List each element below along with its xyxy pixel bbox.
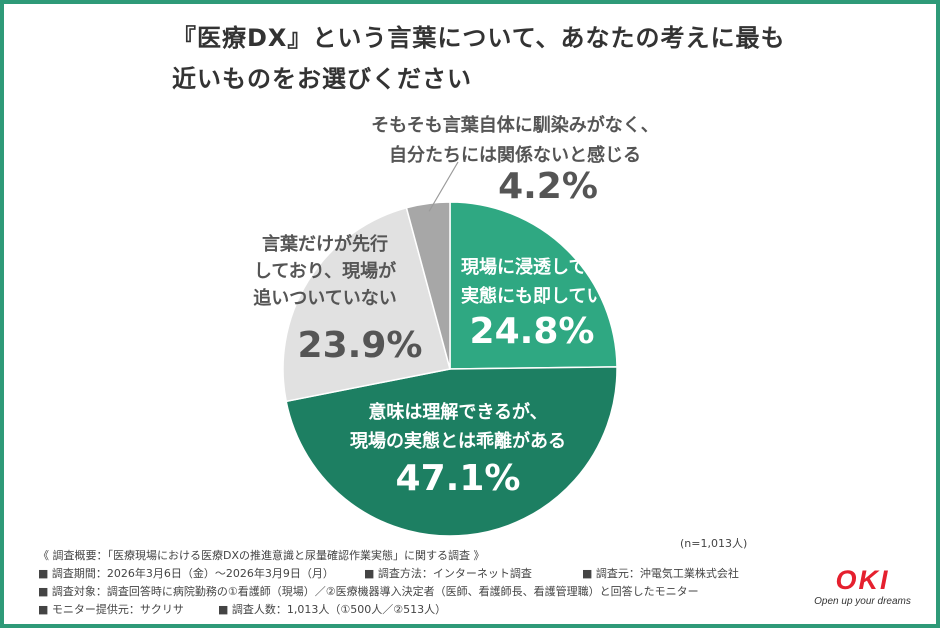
logo-mark: OKI xyxy=(835,565,890,595)
slice-value-2: 47.1% xyxy=(396,458,521,499)
slice-value-4: 4.2% xyxy=(498,166,598,207)
survey-target: ■ 調査対象：調査回答時に病院勤務の①看護師（現場）／②医療機器導入決定者（医師… xyxy=(38,585,699,598)
slice-label-1-line-1: 現場に浸透しており、 xyxy=(461,256,639,278)
slice-label-2-line-2: 現場の実態とは乖離がある xyxy=(350,430,566,452)
survey-method: ■ 調査方法：インターネット調査 xyxy=(364,567,532,580)
title-line-2: 近いものをお選びください xyxy=(172,65,472,93)
slice-label-4-line-1: そもそも言葉自体に馴染みがなく、 xyxy=(371,114,659,136)
logo-tagline: Open up your dreams xyxy=(814,596,911,607)
chart-title: 『医療DX』という言葉について、あなたの考えに最も 近いものをお選びください xyxy=(172,18,812,100)
slice-label-1: 現場に浸透しており、実態にも即している xyxy=(461,256,639,307)
slice-label-4-line-2: 自分たちには関係ないと感じる xyxy=(389,144,641,166)
slice-label-3-line-1: 言葉だけが先行 xyxy=(262,233,388,255)
slice-label-1-line-2: 実態にも即している xyxy=(461,285,622,307)
slice-label-3: 言葉だけが先行しており、現場が追いついていない xyxy=(253,233,396,309)
survey-title: 《 調査概要：「医療現場における医療DXの推進意識と尿量確認作業実態」に関する調… xyxy=(38,549,485,562)
survey-notes: 《 調査概要：「医療現場における医療DXの推進意識と尿量確認作業実態」に関する調… xyxy=(38,547,739,619)
survey-source: ■ 調査元：沖電気工業株式会社 xyxy=(582,567,739,580)
pie-slice-3 xyxy=(282,206,451,403)
slice-label-4: そもそも言葉自体に馴染みがなく、自分たちには関係ないと感じる xyxy=(371,114,659,166)
slice-value-3: 23.9% xyxy=(298,325,423,366)
slice-label-2-line-1: 意味は理解できるが、 xyxy=(368,401,547,423)
pie-slice-4 xyxy=(405,201,451,370)
title-line-1: 『医療DX』という言葉について、あなたの考えに最も xyxy=(172,24,786,52)
slice-label-3-line-3: 追いついていない xyxy=(253,287,396,309)
survey-provider: ■ モニター提供元：サクリサ xyxy=(38,603,184,616)
oki-logo: OKI Open up your dreams xyxy=(810,565,915,608)
survey-period: ■ 調査期間：2026年3月6日（金）〜2026年3月9日（月） xyxy=(38,567,334,580)
slice-label-2: 意味は理解できるが、現場の実態とは乖離がある xyxy=(350,401,566,452)
sample-size: (n=1,013人) xyxy=(680,537,748,550)
leader-line xyxy=(428,161,459,212)
pie-slice-1 xyxy=(449,201,618,370)
slice-value-1: 24.8% xyxy=(470,311,595,352)
survey-count: ■ 調査人数：1,013人（①500人／②513人） xyxy=(218,603,447,616)
slice-label-3-line-2: しており、現場が xyxy=(254,260,396,282)
pie-slice-2 xyxy=(285,366,618,537)
